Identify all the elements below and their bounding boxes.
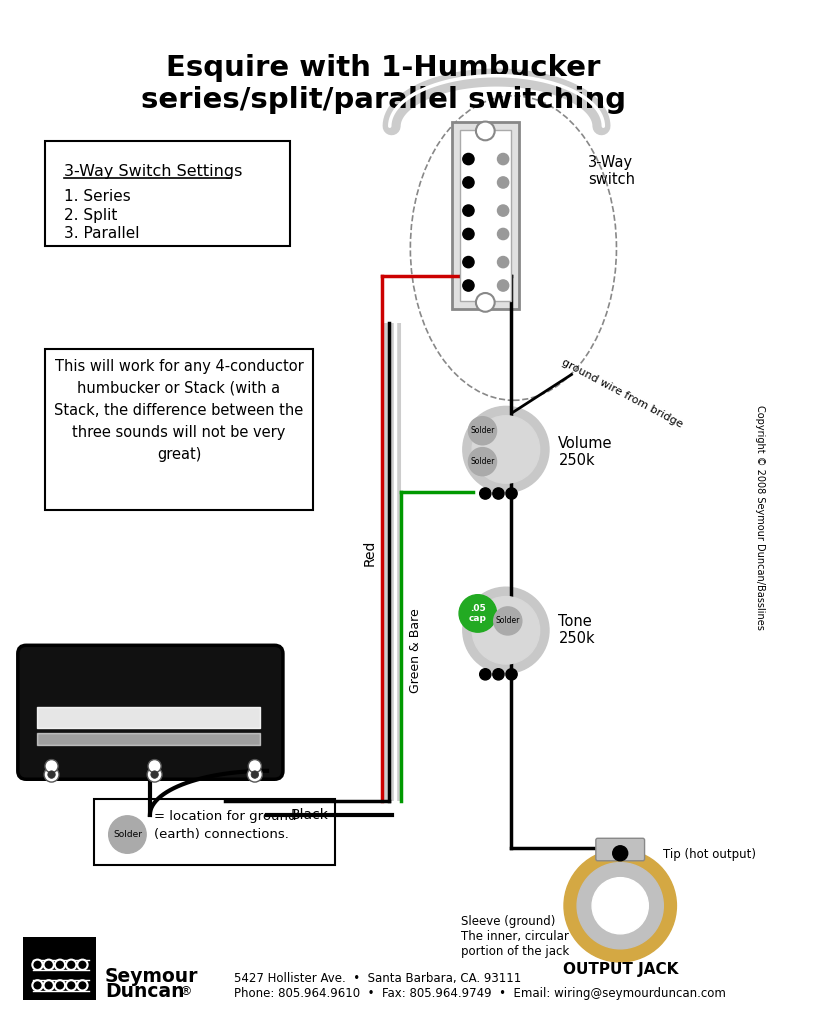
Circle shape: [77, 980, 88, 990]
Circle shape: [468, 416, 496, 444]
Text: Phone: 805.964.9610  •  Fax: 805.964.9749  •  Email: wiring@seymourduncan.com: Phone: 805.964.9610 • Fax: 805.964.9749 …: [234, 987, 726, 1001]
Circle shape: [473, 597, 540, 664]
Circle shape: [468, 448, 496, 476]
Text: Copyright © 2008 Seymour Duncan/Basslines: Copyright © 2008 Seymour Duncan/Bassline…: [755, 405, 765, 630]
Text: Solder: Solder: [470, 457, 495, 466]
Text: Duncan: Duncan: [105, 982, 184, 1002]
Circle shape: [148, 759, 161, 773]
Text: = location for ground
(earth) connections.: = location for ground (earth) connection…: [154, 810, 296, 840]
Text: ®: ®: [179, 985, 192, 999]
Circle shape: [251, 771, 259, 778]
Text: 5427 Hollister Ave.  •  Santa Barbara, CA. 93111: 5427 Hollister Ave. • Santa Barbara, CA.…: [234, 973, 522, 985]
FancyBboxPatch shape: [451, 121, 519, 309]
Text: This will work for any 4-conductor
humbucker or Stack (with a
Stack, the differe: This will work for any 4-conductor humbu…: [54, 358, 304, 462]
Circle shape: [463, 406, 549, 492]
Text: OUTPUT JACK: OUTPUT JACK: [563, 962, 678, 977]
Text: Tip (hot output): Tip (hot output): [663, 847, 756, 861]
Circle shape: [248, 759, 261, 773]
Text: Solder: Solder: [470, 426, 495, 435]
Circle shape: [463, 205, 474, 217]
Circle shape: [45, 759, 58, 773]
Circle shape: [497, 177, 509, 189]
Text: 3. Parallel: 3. Parallel: [64, 227, 139, 241]
Circle shape: [55, 959, 66, 970]
Circle shape: [151, 771, 158, 778]
Circle shape: [494, 607, 522, 635]
Circle shape: [506, 668, 517, 680]
Circle shape: [463, 587, 549, 673]
Text: Black: Black: [290, 808, 328, 822]
Text: 2. Split: 2. Split: [64, 208, 117, 223]
Text: Seymour: Seymour: [105, 967, 198, 985]
FancyBboxPatch shape: [460, 130, 510, 300]
Circle shape: [66, 959, 76, 970]
Circle shape: [592, 877, 649, 933]
FancyBboxPatch shape: [45, 349, 313, 511]
Circle shape: [480, 488, 491, 499]
Circle shape: [613, 845, 627, 861]
Circle shape: [497, 257, 509, 267]
FancyBboxPatch shape: [45, 141, 291, 247]
Circle shape: [473, 415, 540, 483]
Circle shape: [480, 668, 491, 680]
Circle shape: [147, 767, 162, 782]
Circle shape: [66, 980, 76, 990]
FancyBboxPatch shape: [596, 838, 645, 861]
Text: ground wire from bridge: ground wire from bridge: [560, 357, 685, 430]
Circle shape: [32, 959, 43, 970]
Circle shape: [506, 488, 517, 499]
Circle shape: [463, 177, 474, 189]
Text: Esquire with 1-Humbucker: Esquire with 1-Humbucker: [166, 54, 600, 82]
Circle shape: [109, 815, 146, 854]
Circle shape: [32, 980, 43, 990]
Text: Solder: Solder: [495, 616, 520, 626]
Circle shape: [497, 153, 509, 165]
Circle shape: [55, 980, 66, 990]
Circle shape: [48, 771, 55, 778]
Circle shape: [476, 121, 495, 140]
Text: Volume
250k: Volume 250k: [559, 436, 613, 468]
Text: 3-Way
switch: 3-Way switch: [588, 155, 636, 188]
Circle shape: [493, 668, 504, 680]
Text: Green & Bare: Green & Bare: [409, 608, 422, 693]
Text: 1. Series: 1. Series: [64, 189, 130, 204]
FancyBboxPatch shape: [18, 645, 283, 779]
Text: Solder: Solder: [113, 830, 142, 839]
FancyBboxPatch shape: [24, 937, 97, 1001]
Circle shape: [463, 228, 474, 239]
Text: series/split/parallel switching: series/split/parallel switching: [141, 86, 626, 114]
Text: Sleeve (ground)
The inner, circular
portion of the jack: Sleeve (ground) The inner, circular port…: [461, 915, 569, 958]
Circle shape: [43, 980, 54, 990]
FancyBboxPatch shape: [93, 799, 336, 864]
Circle shape: [493, 488, 504, 499]
Circle shape: [463, 280, 474, 291]
Circle shape: [564, 850, 676, 962]
Circle shape: [77, 959, 88, 970]
Circle shape: [577, 863, 663, 949]
Circle shape: [463, 153, 474, 165]
Circle shape: [497, 228, 509, 239]
Circle shape: [476, 293, 495, 312]
Circle shape: [44, 767, 59, 782]
Circle shape: [459, 595, 496, 632]
Circle shape: [43, 959, 54, 970]
Text: 3-Way Switch Settings: 3-Way Switch Settings: [64, 164, 242, 179]
Circle shape: [247, 767, 262, 782]
Text: Tone
250k: Tone 250k: [559, 614, 595, 646]
Text: Red: Red: [363, 540, 377, 566]
Circle shape: [463, 257, 474, 267]
Circle shape: [497, 205, 509, 217]
Circle shape: [497, 280, 509, 291]
Text: .05
cap: .05 cap: [468, 604, 486, 623]
